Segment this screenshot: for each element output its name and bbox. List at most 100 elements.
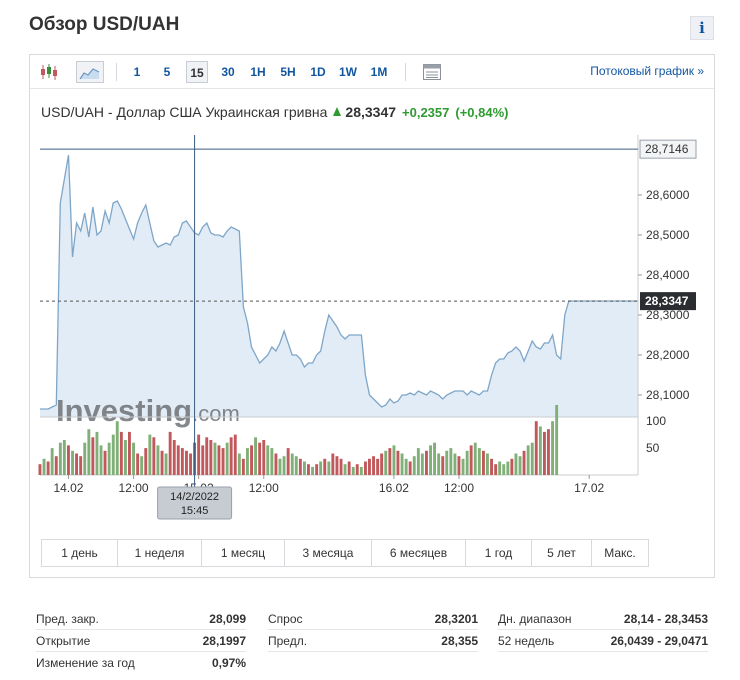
volume-bar — [551, 421, 554, 475]
volume-bar — [396, 450, 400, 475]
volume-bar — [156, 445, 160, 475]
volume-bar — [518, 456, 522, 475]
volume-bar — [343, 464, 347, 475]
volume-bar — [172, 440, 176, 475]
interval-1h[interactable]: 1H — [250, 65, 266, 79]
x-tick-label: 16.02 — [379, 481, 409, 495]
range-3m[interactable]: 3 месяца — [285, 540, 372, 566]
range-selector: 1 день 1 неделя 1 месяц 3 месяца 6 месяц… — [41, 539, 649, 567]
volume-bar — [315, 464, 319, 475]
volume-bar — [510, 458, 514, 475]
volume-bar — [254, 437, 257, 475]
stat-ask: Предл. 28,355 — [268, 630, 478, 652]
volume-bar — [429, 445, 432, 475]
volume-bar — [506, 461, 510, 475]
volume-bar — [538, 426, 542, 475]
volume-bar — [303, 461, 306, 475]
volume-bar — [368, 458, 371, 475]
volume-bar — [437, 453, 441, 475]
price-change: +0,2357 — [402, 105, 450, 120]
last-price: 28,3347 — [345, 104, 397, 120]
range-1w[interactable]: 1 неделя — [118, 540, 202, 566]
volume-bar — [327, 461, 331, 475]
volume-bar — [534, 421, 538, 475]
volume-bar — [71, 450, 74, 475]
watermark-logo: Investing.com — [56, 393, 240, 428]
info-button[interactable]: i — [690, 16, 714, 40]
volume-bar — [555, 405, 559, 475]
volume-bar — [441, 456, 445, 475]
range-5y[interactable]: 5 лет — [532, 540, 592, 566]
y-tick-label: 28,1000 — [646, 388, 690, 402]
interval-1[interactable]: 1 — [133, 65, 141, 79]
instrument-name: USD/UAH - Доллар США Украинская гривна — [41, 104, 328, 120]
volume-bar — [364, 461, 367, 475]
volume-bar — [221, 448, 225, 475]
price-chart[interactable]: Investing.com 28,6000 28,5000 28,4000 28,300… — [30, 135, 714, 525]
volume-bar — [514, 453, 518, 475]
candlestick-chart-icon[interactable] — [38, 61, 62, 83]
interval-1m[interactable]: 1M — [370, 65, 388, 79]
volume-bar — [404, 458, 408, 475]
crosshair-date: 14/2/2022 — [170, 491, 219, 503]
volume-bar — [197, 434, 201, 475]
interval-15[interactable]: 15 — [186, 61, 208, 83]
interval-1d[interactable]: 1D — [310, 65, 326, 79]
volume-bar — [502, 464, 506, 475]
volume-bar — [168, 431, 172, 475]
volume-bar — [62, 440, 66, 475]
x-tick-label: 12:00 — [119, 481, 149, 495]
volume-bar — [380, 453, 384, 475]
interval-5[interactable]: 5 — [163, 65, 171, 79]
y-tick-label: 28,6000 — [646, 188, 690, 202]
range-1m[interactable]: 1 месяц — [202, 540, 285, 566]
volume-bar — [392, 445, 396, 475]
volume-bar — [209, 440, 213, 475]
volume-bar — [351, 466, 355, 475]
stat-day-range: Дн. диапазон 28,14 - 28,3453 — [498, 608, 708, 630]
price-line — [40, 154, 638, 410]
volume-bar — [482, 450, 485, 475]
volume-bar — [311, 466, 314, 475]
range-1y[interactable]: 1 год — [466, 540, 532, 566]
volume-bar — [124, 440, 127, 475]
volume-bar — [530, 442, 534, 475]
volume-bar — [213, 442, 217, 475]
volume-bar — [522, 450, 526, 475]
volume-bar — [384, 450, 388, 475]
volume-bar — [83, 442, 87, 475]
volume-bar — [201, 445, 205, 475]
volume-bar — [205, 437, 209, 475]
interval-5h[interactable]: 5H — [280, 65, 296, 79]
volume-bar — [319, 461, 323, 475]
price-change-pct: (+0,84%) — [455, 105, 509, 120]
range-1d[interactable]: 1 день — [42, 540, 118, 566]
volume-bar — [75, 453, 78, 475]
range-6m[interactable]: 6 месяцев — [372, 540, 466, 566]
volume-bar — [140, 456, 144, 475]
volume-bar — [290, 453, 294, 475]
volume-bar — [132, 442, 135, 475]
volume-bar — [42, 458, 46, 475]
volume-bar — [79, 456, 83, 475]
volume-bar — [477, 448, 481, 475]
volume-bar — [107, 442, 111, 475]
stream-chart-link[interactable]: Потоковый график » — [590, 64, 704, 78]
volume-bar — [50, 448, 54, 475]
volume-bar — [335, 456, 339, 475]
volume-bar — [323, 458, 327, 475]
interval-1w[interactable]: 1W — [339, 65, 357, 79]
volume-bar — [445, 450, 449, 475]
stat-open: Открытие 28,1997 — [36, 630, 246, 652]
volume-bar — [547, 429, 550, 475]
table-icon[interactable] — [420, 61, 444, 83]
volume-bar — [95, 431, 99, 475]
stat-52-week: 52 недель 26,0439 - 29,0471 — [498, 630, 708, 652]
volume-bar — [498, 461, 502, 475]
range-max[interactable]: Макс. — [604, 546, 636, 560]
volume-bar — [282, 456, 286, 475]
interval-30[interactable]: 30 — [221, 65, 235, 79]
volume-bar — [160, 450, 164, 475]
volume-bar — [217, 445, 221, 475]
area-chart-icon[interactable] — [76, 61, 104, 83]
